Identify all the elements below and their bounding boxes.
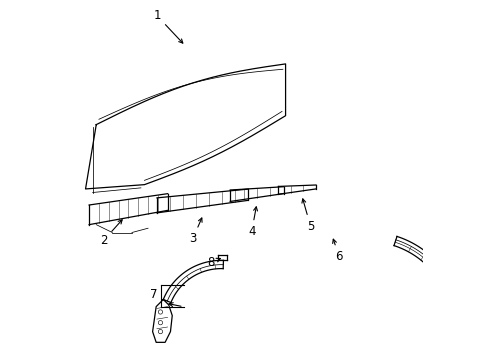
Text: 7: 7 xyxy=(149,288,157,301)
Polygon shape xyxy=(163,260,223,302)
Text: 1: 1 xyxy=(153,9,183,43)
Circle shape xyxy=(158,329,163,334)
Circle shape xyxy=(158,310,163,314)
Text: 5: 5 xyxy=(301,199,314,233)
Text: 2: 2 xyxy=(100,220,122,247)
Polygon shape xyxy=(152,300,172,342)
Text: 6: 6 xyxy=(332,239,342,263)
Polygon shape xyxy=(85,64,285,189)
Text: 8: 8 xyxy=(206,256,220,269)
Polygon shape xyxy=(393,237,458,303)
Text: 4: 4 xyxy=(247,207,257,238)
Text: 3: 3 xyxy=(189,218,202,246)
Circle shape xyxy=(158,320,163,325)
